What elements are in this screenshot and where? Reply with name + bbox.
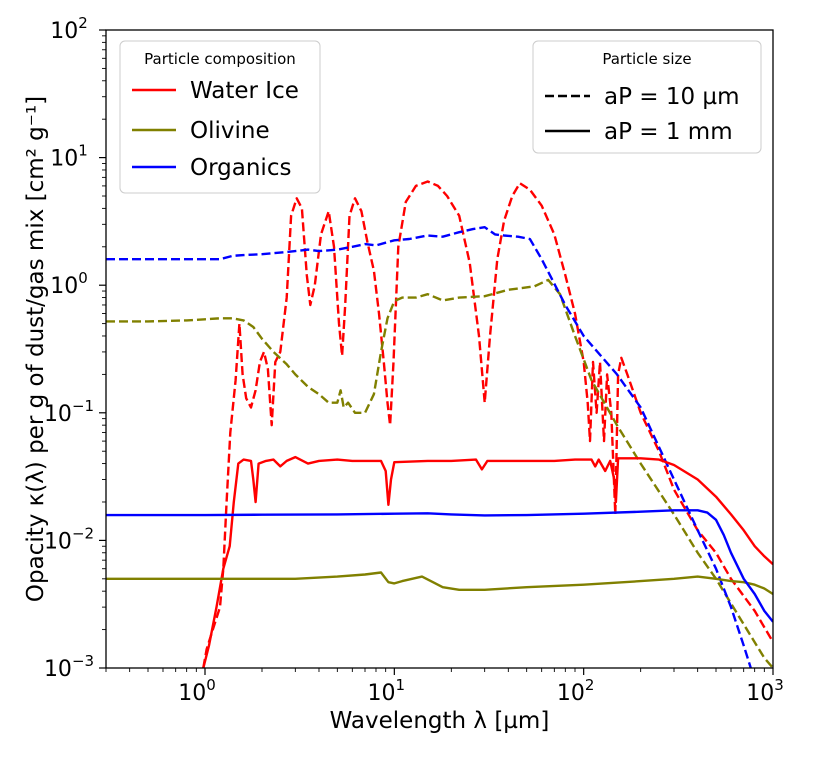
x-tick-label: 100: [178, 676, 216, 706]
series-olivine-ap-10-m: [106, 278, 773, 668]
series-organics-ap-10-m: [106, 226, 753, 668]
legend-composition-title: Particle composition: [144, 50, 296, 68]
y-tick-label: 100: [50, 269, 88, 299]
legend-label-water-ice: Water Ice: [190, 78, 299, 104]
x-tick-label: 103: [746, 676, 784, 706]
series-olivine-ap-1-mm: [106, 571, 773, 596]
y-tick-label: 10−1: [44, 397, 94, 427]
series-water-ice-ap-1-mm: [202, 455, 773, 668]
x-tick-label: 101: [368, 676, 406, 706]
legend-label-olivine: Olivine: [190, 118, 270, 144]
y-tick-label: 102: [50, 14, 88, 44]
legend-label-10um: aP = 10 µm: [604, 84, 739, 110]
plot-frame: [105, 29, 774, 669]
y-tick-label: 101: [50, 142, 88, 172]
series-organics-ap-1-mm: [106, 509, 773, 623]
y-tick-label: 10−2: [44, 524, 94, 554]
x-axis-label: Wavelength λ [µm]: [330, 708, 550, 734]
legend-label-organics: Organics: [190, 155, 291, 181]
x-tick-label: 102: [557, 676, 595, 706]
legend-composition: Particle composition Water Ice Olivine O…: [119, 40, 321, 194]
series-layer: [106, 180, 773, 668]
y-axis-label: Opacity κ(λ) per g of dust/gas mix [cm² …: [23, 96, 49, 602]
legend-size-title: Particle size: [602, 50, 691, 68]
y-tick-label: 10−3: [44, 652, 94, 682]
series-water-ice-ap-10-m: [202, 180, 773, 668]
legend-label-1mm: aP = 1 mm: [604, 119, 733, 145]
legend-size: Particle size aP = 10 µm aP = 1 mm: [532, 40, 762, 154]
